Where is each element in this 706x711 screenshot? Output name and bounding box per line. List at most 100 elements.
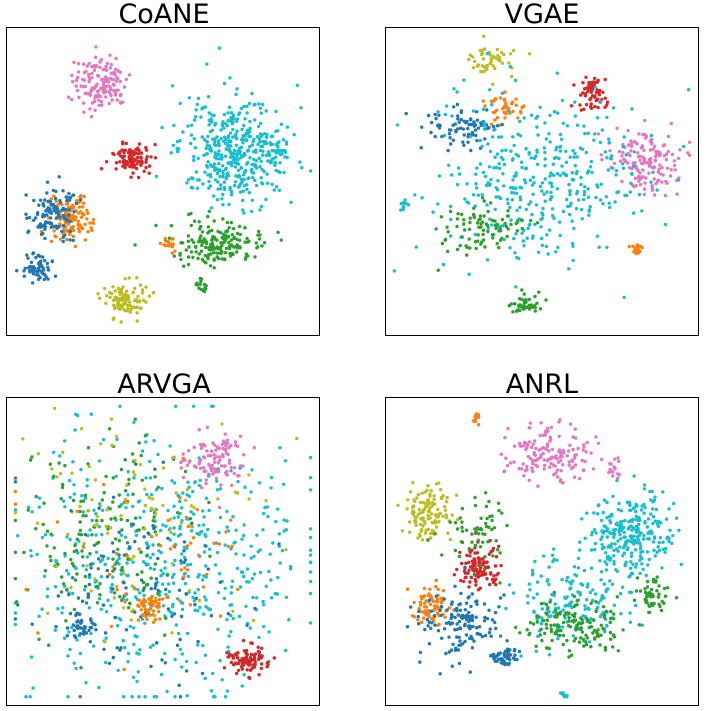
data-point [75, 572, 79, 576]
data-point [133, 595, 138, 599]
data-point [547, 610, 551, 614]
data-point [102, 482, 106, 487]
data-point [132, 626, 136, 630]
data-point [151, 613, 155, 617]
data-point [423, 520, 427, 524]
data-point [104, 301, 108, 305]
data-point [198, 530, 203, 535]
data-point [74, 548, 79, 553]
data-point [135, 305, 139, 309]
data-point [499, 452, 503, 456]
data-point [86, 462, 90, 466]
data-point [205, 165, 210, 169]
data-point [249, 209, 254, 214]
data-point [418, 660, 422, 664]
data-point [231, 616, 235, 621]
data-point [233, 540, 237, 544]
data-point [644, 176, 648, 180]
data-point [589, 90, 593, 95]
data-point [104, 636, 108, 640]
data-point [105, 508, 109, 512]
data-point [446, 148, 450, 153]
data-point [506, 214, 510, 218]
data-point [461, 613, 465, 617]
data-point [170, 614, 174, 618]
data-point [265, 181, 270, 185]
data-point [564, 160, 569, 164]
data-point [624, 560, 628, 564]
data-point [653, 519, 658, 523]
points-vgae [392, 34, 692, 314]
data-point [547, 449, 551, 453]
data-point [487, 608, 491, 612]
data-point [437, 512, 441, 517]
data-point [216, 187, 220, 191]
data-point [588, 87, 592, 91]
data-point [83, 496, 88, 500]
data-point [86, 446, 91, 450]
data-point [579, 93, 583, 97]
data-point [476, 588, 481, 592]
data-point [197, 456, 201, 460]
data-point [111, 77, 116, 82]
data-point [548, 465, 552, 469]
data-point [56, 203, 60, 207]
data-point [552, 590, 556, 595]
data-point [185, 568, 190, 572]
data-point [575, 155, 579, 159]
data-point [466, 571, 470, 575]
data-point [156, 609, 161, 614]
data-point [178, 637, 182, 642]
data-point [558, 144, 563, 149]
data-point [632, 185, 636, 189]
data-point [481, 563, 485, 567]
data-point [76, 619, 80, 623]
data-point [458, 602, 462, 606]
data-point [260, 153, 265, 157]
data-point [308, 621, 313, 625]
data-point [484, 183, 489, 188]
data-point [403, 198, 407, 202]
data-point [110, 583, 115, 587]
data-point [570, 219, 574, 223]
data-point [131, 492, 135, 496]
data-point [142, 509, 146, 514]
data-point [197, 573, 201, 577]
data-point [435, 605, 440, 609]
data-point [517, 308, 522, 313]
data-point [580, 517, 584, 521]
data-point [480, 573, 484, 577]
data-point [235, 231, 240, 236]
data-point [544, 137, 549, 141]
data-point [450, 664, 454, 668]
data-point [176, 631, 181, 636]
data-point [178, 599, 182, 603]
data-point [24, 587, 28, 592]
data-point [63, 551, 67, 556]
data-point [199, 115, 203, 119]
data-point [525, 236, 529, 240]
data-point [434, 116, 438, 121]
data-point [260, 167, 264, 172]
data-point [496, 501, 501, 505]
data-point [85, 64, 89, 68]
data-point [549, 629, 554, 634]
data-point [472, 639, 476, 643]
data-point [656, 178, 661, 182]
data-point [455, 527, 460, 531]
data-point [185, 493, 189, 497]
data-point [568, 204, 572, 208]
chart-title-vgae: VGAE [504, 0, 580, 30]
data-point [242, 211, 246, 215]
data-point [255, 134, 260, 139]
data-point [486, 142, 490, 146]
data-point [253, 102, 257, 107]
data-point [125, 541, 130, 545]
data-point [238, 466, 242, 470]
data-point [471, 561, 475, 566]
data-point [540, 607, 544, 611]
data-point [543, 199, 547, 203]
data-point [225, 473, 229, 477]
data-point [72, 564, 76, 568]
data-point [236, 587, 240, 592]
